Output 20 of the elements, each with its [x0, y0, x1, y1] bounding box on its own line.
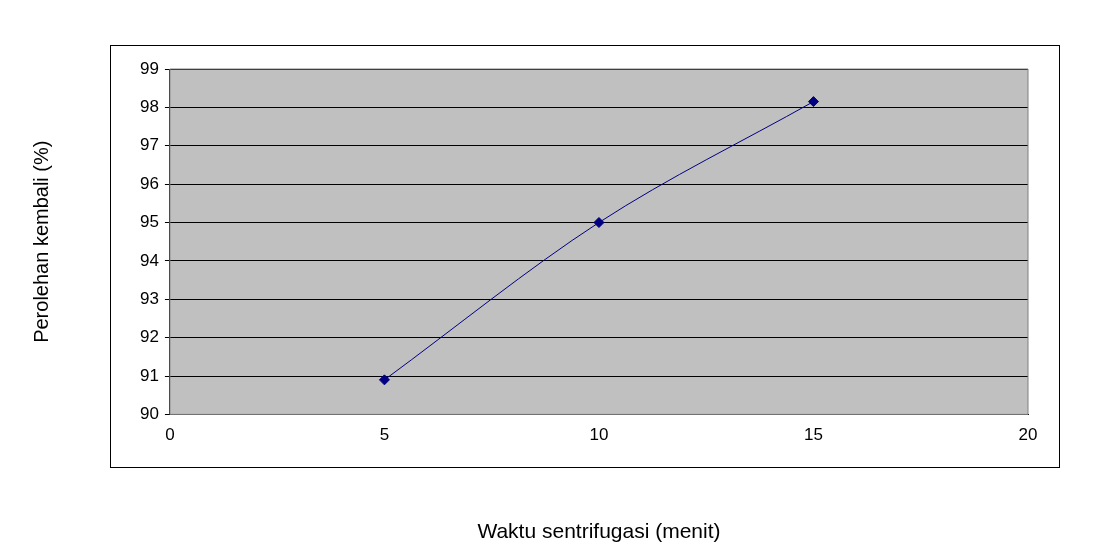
y-axis-title: Perolehan kembali (%) [29, 140, 52, 343]
y-tick-label: 99 [139, 58, 159, 78]
x-tick-label: 0 [165, 425, 175, 445]
y-tick-label: 92 [139, 327, 159, 347]
x-tick-label: 10 [589, 425, 609, 445]
y-tick-label: 96 [139, 173, 159, 193]
y-tick-label: 94 [139, 250, 159, 270]
point [593, 217, 605, 229]
point [378, 374, 390, 386]
y-tick-label: 97 [139, 135, 159, 155]
x-tick-label: 5 [379, 425, 390, 445]
y-tick-label: 90 [139, 404, 159, 424]
y-tick-label: 98 [139, 97, 159, 117]
y-tick-label: 95 [139, 212, 159, 232]
x-tick-label: 15 [804, 425, 823, 445]
x-axis-title: Waktu sentrifugasi (menit) [477, 519, 721, 543]
y-tick-label: 93 [139, 288, 159, 308]
x-tick-label: 20 [1018, 425, 1038, 445]
point [807, 96, 819, 108]
y-tick-label: 91 [139, 365, 159, 385]
